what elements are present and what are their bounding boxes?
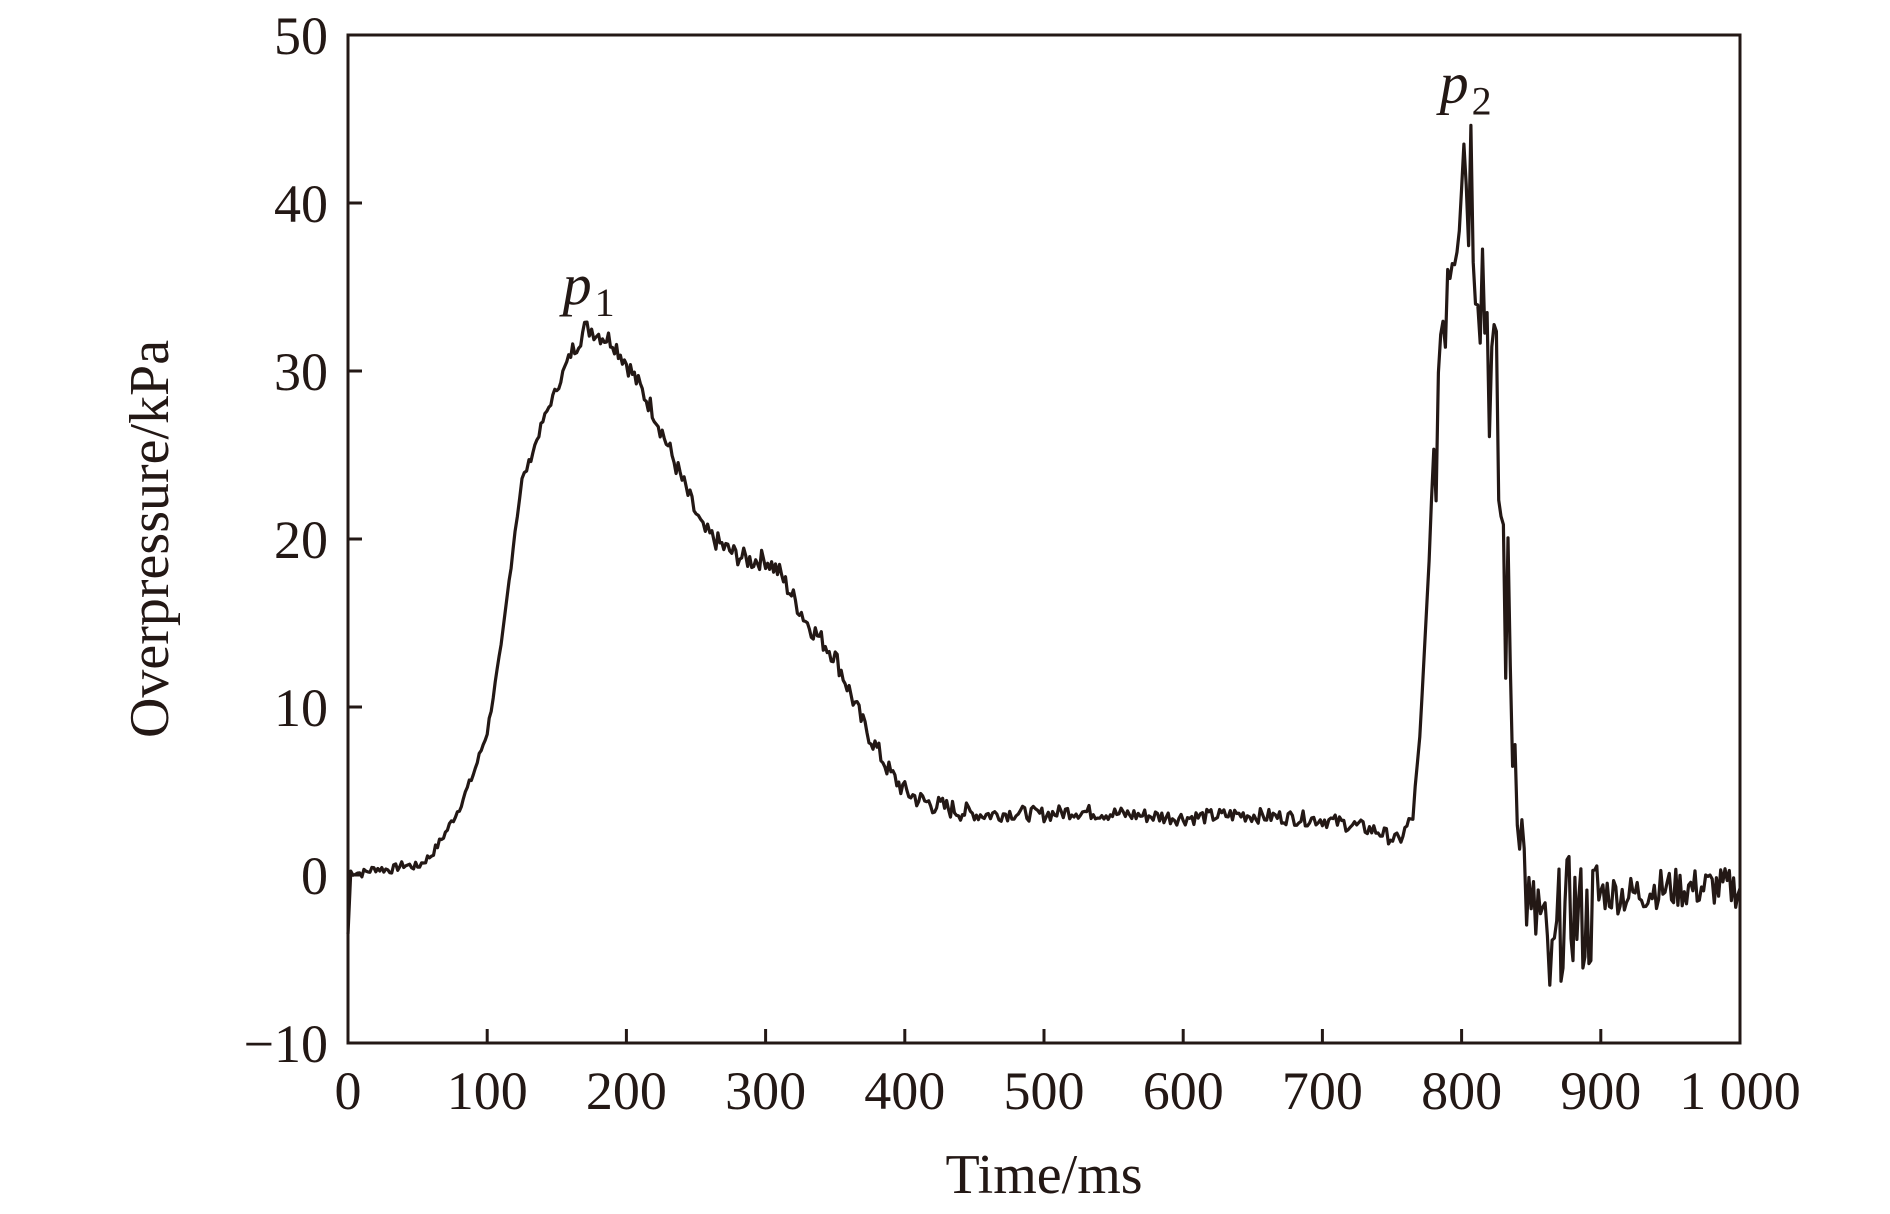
x-tick-label: 900 [1560,1061,1641,1121]
series-line [346,123,1742,987]
x-tick-label: 300 [725,1061,806,1121]
x-tick-label: 700 [1282,1061,1363,1121]
y-tick-label: 50 [274,6,328,66]
x-tick-label: 600 [1143,1061,1224,1121]
y-axis-ticks: −10 0 10 20 30 40 50 [244,6,362,1074]
peak-annotation-label: p2 [1436,51,1492,124]
x-axis-ticks: 0 100 200 300 400 500 600 700 800 900 1 000 [335,1029,1801,1121]
x-tick-label: 1 000 [1679,1061,1801,1121]
peak-annotations: p1 p2 [559,51,1492,326]
peak-annotation-label: p1 [559,252,615,325]
x-axis-title: Time/ms [945,1144,1142,1206]
y-tick-label: 10 [274,678,328,738]
y-tick-label: 0 [301,846,328,906]
series-line-group [346,123,1742,987]
x-tick-label: 100 [447,1061,528,1121]
y-tick-label: −10 [244,1014,328,1074]
x-tick-label: 500 [1004,1061,1085,1121]
y-tick-label: 20 [274,510,328,570]
x-tick-label: 800 [1421,1061,1502,1121]
y-tick-label: 30 [274,342,328,402]
plot-area: 0 100 200 300 400 500 600 700 800 900 1 000 −10010… [244,6,1801,1121]
x-tick-label: 0 [335,1061,362,1121]
x-tick-label: 400 [864,1061,945,1121]
y-axis-title: Overpressure/kPa [119,340,181,738]
x-tick-label: 200 [586,1061,667,1121]
y-tick-label: 40 [274,174,328,234]
